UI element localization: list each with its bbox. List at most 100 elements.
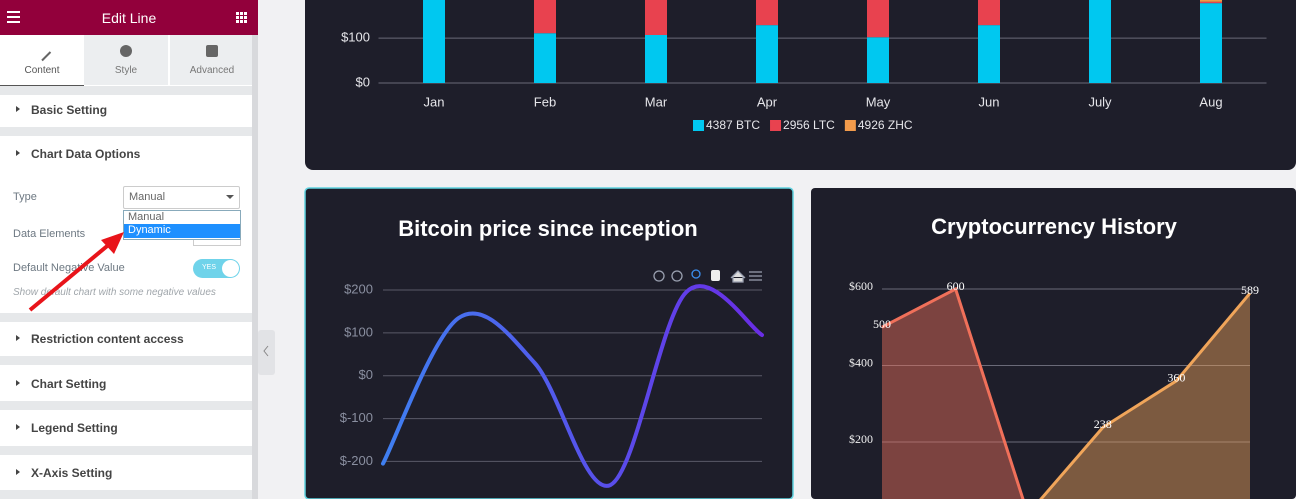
collapse-icon <box>263 345 269 357</box>
data-label: 360 <box>1167 371 1185 385</box>
section-title: Restriction content access <box>31 332 184 346</box>
x-tick-label: Feb <box>534 94 556 109</box>
home-icon[interactable] <box>730 270 746 283</box>
bar-segment <box>423 0 445 83</box>
plot: $600$400$200500600015238360589 <box>849 279 1259 499</box>
separator <box>0 356 252 365</box>
field-label: Data Elements <box>13 228 86 240</box>
hint: Show default chart with some negative va… <box>13 287 216 298</box>
zoom-out-icon[interactable] <box>671 270 683 282</box>
panel-header: Edit Line <box>0 0 258 35</box>
y-tick-label: $100 <box>344 324 373 339</box>
select-value: Manual <box>129 191 166 203</box>
bar-segment <box>534 0 556 34</box>
y-tick-label: $200 <box>344 281 373 296</box>
x-tick-label: Jun <box>979 94 1000 109</box>
menu-icon[interactable] <box>749 271 762 281</box>
card <box>305 0 1296 170</box>
card <box>304 187 794 499</box>
panel-title: Edit Line <box>101 10 157 26</box>
pan-icon[interactable] <box>711 270 720 281</box>
tab-label: Style <box>114 65 138 76</box>
collapse-handle[interactable] <box>258 330 275 375</box>
bar-segment <box>1200 1 1222 4</box>
bar-segment <box>756 25 778 83</box>
card <box>811 188 1296 499</box>
tab-label: Content <box>24 65 60 76</box>
section-title: Basic Setting <box>31 103 108 117</box>
legend-swatch <box>844 120 856 131</box>
legend-label: 2956 LTC <box>783 118 835 132</box>
editor-panel: Edit Line Content Style Advanced Basic S… <box>0 0 258 499</box>
zoom-in-icon[interactable] <box>653 270 665 282</box>
chart-title: Cryptocurrency History <box>931 214 1178 239</box>
chart-toolbar <box>653 269 762 283</box>
data-label: 238 <box>1094 417 1112 431</box>
separator <box>0 313 252 322</box>
zoom-icon[interactable] <box>691 269 701 279</box>
separator <box>0 490 252 499</box>
legend-swatch <box>693 120 704 131</box>
y-tick-label: $600 <box>849 279 873 293</box>
bar-segment <box>645 0 667 35</box>
section-title: X-Axis Setting <box>31 466 113 480</box>
y-tick-label: $100 <box>341 30 370 45</box>
y-tick-label: $-200 <box>340 453 373 468</box>
separator <box>0 446 252 455</box>
area-line <box>1039 292 1252 499</box>
separator <box>0 86 252 95</box>
tab-label: Advanced <box>189 65 235 76</box>
data-label: 600 <box>947 279 965 293</box>
separator <box>0 127 252 136</box>
data-label: 589 <box>1241 283 1259 297</box>
bar-segment <box>756 0 778 26</box>
dropdown-list: Manual Dynamic <box>123 210 241 240</box>
legend-swatch <box>770 120 782 131</box>
x-tick-label: Mar <box>645 94 668 109</box>
area <box>882 289 1023 499</box>
menu-icon[interactable] <box>7 11 20 23</box>
x-tick-label: May <box>866 94 891 109</box>
bar-segment <box>1200 3 1222 83</box>
bar-segment <box>1200 0 1222 2</box>
y-tick-label: $200 <box>849 432 873 446</box>
header-icons <box>7 11 247 23</box>
y-tick-label: $0 <box>359 367 373 382</box>
section-title: Legend Setting <box>31 421 118 435</box>
dropdown-option[interactable]: Dynamic <box>124 224 240 238</box>
area-line <box>881 286 1025 499</box>
y-tick-label: $0 <box>356 74 370 89</box>
toggle-label: YES <box>202 264 217 271</box>
legend-label: 4387 BTC <box>706 118 760 132</box>
scrollbar[interactable] <box>252 35 258 499</box>
bar-segment <box>867 37 889 83</box>
tab[interactable]: Style <box>84 35 168 85</box>
toggle[interactable]: YES <box>193 259 240 278</box>
bar-segment <box>1089 0 1111 83</box>
line <box>381 284 764 488</box>
tab[interactable]: Content <box>0 35 84 87</box>
section-title: Chart Data Options <box>31 147 141 161</box>
x-tick-label: Apr <box>757 94 778 109</box>
bar-segment <box>867 0 889 38</box>
legend-label: 4926 ZHC <box>858 118 913 132</box>
x-tick-label: July <box>1088 94 1112 109</box>
plot: $200 $100 $0 $-100 $-200 <box>340 281 764 488</box>
x-tick-label: Aug <box>1199 94 1222 109</box>
chart-title: Bitcoin price since inception <box>398 216 698 241</box>
plot: $0 $100 Jan Feb Mar Apr May Jun July Aug 4387 BTC 2… <box>341 0 1267 132</box>
x-tick-label: Jan <box>424 94 445 109</box>
dropdown-option[interactable]: Manual <box>128 211 165 223</box>
separator <box>0 401 252 410</box>
bar-segment <box>978 0 1000 26</box>
type-select[interactable]: Manual <box>123 186 240 209</box>
tab[interactable]: Advanced <box>170 35 254 85</box>
data-label: 500 <box>873 317 891 331</box>
y-tick-label: $-100 <box>340 410 373 425</box>
field-label: Type <box>13 191 37 203</box>
field-label: Default Negative Value <box>13 262 125 274</box>
apps-icon[interactable] <box>236 12 247 23</box>
section-title: Chart Setting <box>31 377 107 391</box>
